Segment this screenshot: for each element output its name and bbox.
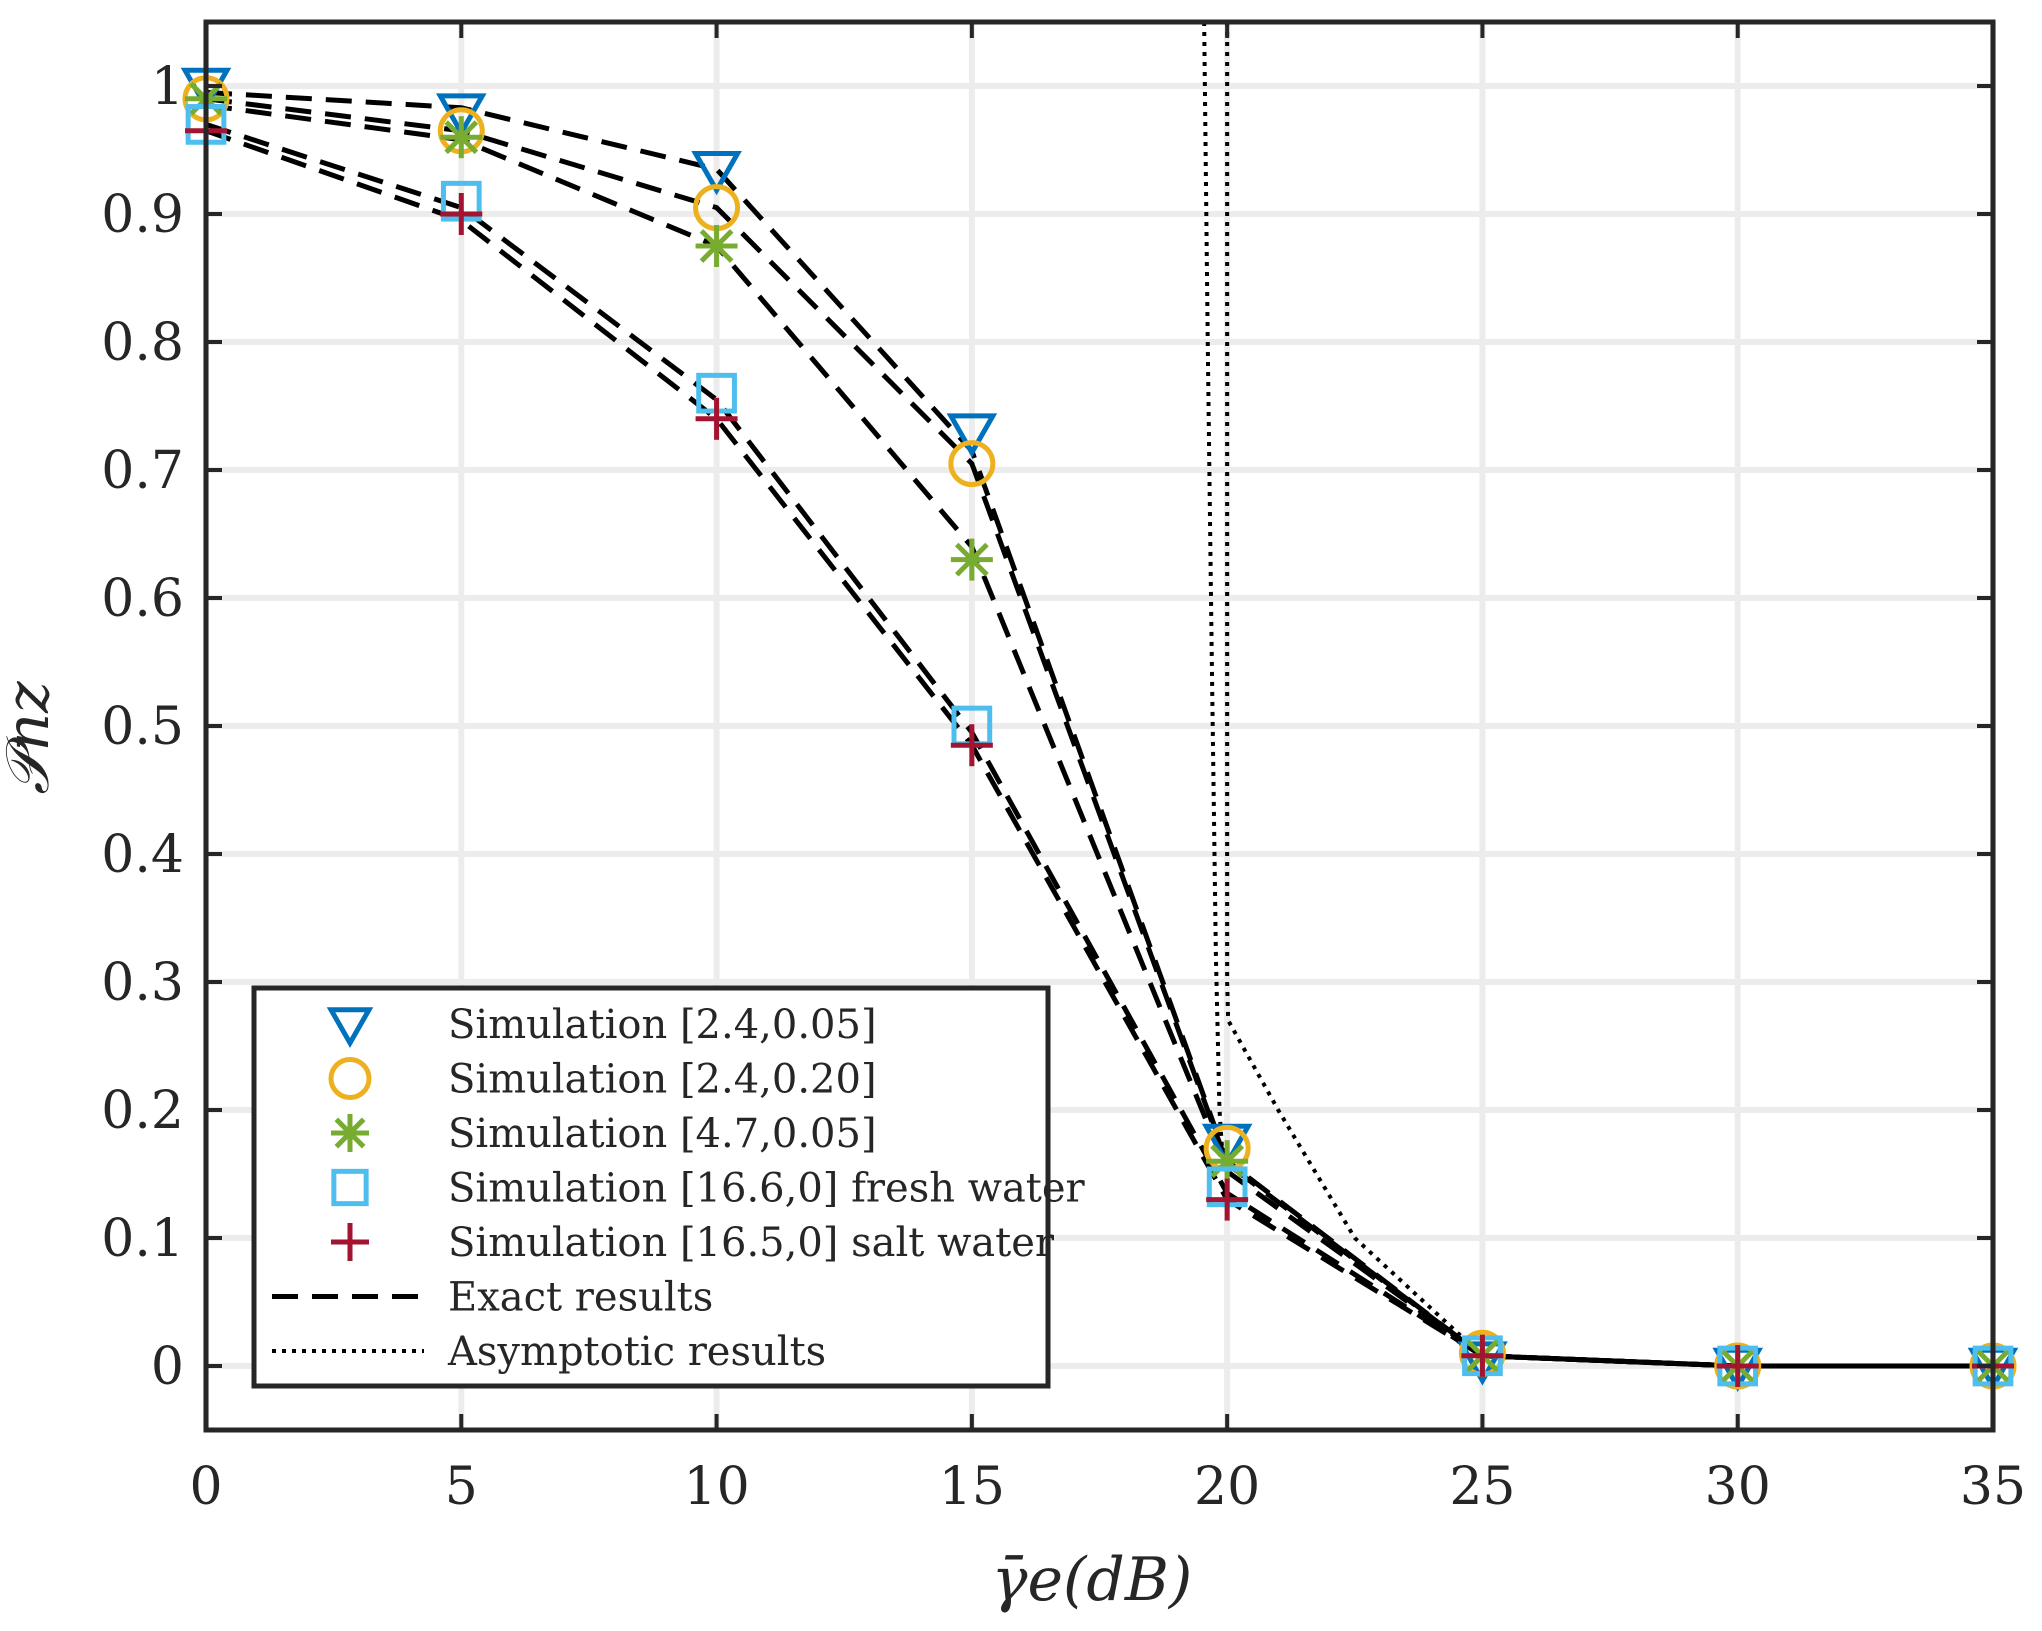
legend-marker-circle xyxy=(328,1057,372,1100)
data-point-plus xyxy=(695,397,738,440)
legend-item: Simulation [2.4,0.05] xyxy=(326,1002,877,1049)
y-tick-label: 1 xyxy=(151,57,184,117)
legend-box xyxy=(251,985,1051,1389)
y-tick-label: 0.3 xyxy=(101,953,184,1013)
marker-triangle xyxy=(326,1007,374,1049)
marker-asterisk-d2 xyxy=(954,542,989,577)
legend-marker-square xyxy=(331,1168,369,1207)
data-point-plus xyxy=(950,724,993,767)
marker-circle xyxy=(948,440,996,488)
legend-item: Asymptotic results xyxy=(272,1329,826,1375)
y-tick-label: 0.5 xyxy=(101,697,184,757)
legend-item: Simulation [2.4,0.20] xyxy=(328,1057,877,1103)
legend-label: Simulation [16.5,0] salt water xyxy=(448,1220,1055,1266)
marker-asterisk-d2 xyxy=(334,1117,366,1149)
data-point-plus xyxy=(1461,1334,1504,1377)
legend-item: Simulation [4.7,0.05] xyxy=(331,1111,877,1157)
data-point-asterisk xyxy=(1206,1140,1249,1183)
y-tick-label: 0.7 xyxy=(101,441,184,501)
legend-label: Simulation [16.6,0] fresh water xyxy=(448,1166,1086,1212)
data-point-plus xyxy=(440,193,483,235)
legend: Simulation [2.4,0.05] Simulation [2.4,0.2… xyxy=(251,985,1086,1389)
x-tick-label: 10 xyxy=(683,1457,749,1517)
legend-label: Exact results xyxy=(448,1275,713,1321)
axes-frame-layer xyxy=(203,19,1996,1433)
simulation-markers-layer xyxy=(180,67,2019,1393)
y-tick-label: 0.2 xyxy=(101,1081,184,1141)
x-tick-label: 35 xyxy=(1960,1457,2026,1517)
tick-labels-layer: 0 5 10 15 20 25 30 35 0 0.1 0.2 0.3 0.4 0.5 0.6 0.7 0.8 0… xyxy=(101,57,2026,1517)
marker-asterisk-d2 xyxy=(699,229,734,263)
data-point-plus xyxy=(1206,1178,1249,1221)
data-point-asterisk xyxy=(440,116,483,159)
legend-item: Simulation [16.6,0] fresh water xyxy=(331,1166,1086,1212)
data-point-triangle-down xyxy=(946,413,998,458)
exact-results-line xyxy=(205,89,1993,1369)
x-tick-label: 15 xyxy=(939,1457,1005,1517)
y-tick-label: 0.8 xyxy=(101,313,184,373)
x-axis-label: γ̄e(dB) xyxy=(992,1545,1193,1615)
x-tick-label: 20 xyxy=(1194,1457,1260,1517)
legend-label: Simulation [2.4,0.20] xyxy=(448,1057,877,1103)
asymptotic-results-layer xyxy=(1202,21,1484,1358)
marker-asterisk-d2 xyxy=(444,120,479,155)
x-tick-label: 25 xyxy=(1449,1457,1515,1517)
y-tick-label: 0.9 xyxy=(101,185,184,245)
legend-item: Simulation [16.5,0] salt water xyxy=(331,1220,1055,1266)
asymptotic-results-line xyxy=(1225,22,1484,1358)
data-point-circle xyxy=(948,440,996,488)
marker-square xyxy=(331,1168,369,1207)
data-point-asterisk xyxy=(695,225,738,267)
x-tick-label: 0 xyxy=(189,1457,222,1517)
legend-label: Asymptotic results xyxy=(447,1329,826,1375)
data-point-asterisk xyxy=(950,538,993,581)
legend-label: Simulation [2.4,0.05] xyxy=(448,1002,877,1048)
marker-circle xyxy=(328,1057,372,1100)
y-axis-label: 𝒫nz xyxy=(0,681,63,795)
y-tick-label: 0.4 xyxy=(101,825,184,885)
y-tick-label: 0 xyxy=(151,1337,184,1397)
y-tick-label: 0.6 xyxy=(101,569,184,629)
legend-marker-plus xyxy=(331,1223,369,1261)
x-tick-label: 30 xyxy=(1705,1457,1771,1517)
x-tick-label: 5 xyxy=(445,1457,478,1517)
legend-item: Exact results xyxy=(272,1275,713,1321)
legend-label: Simulation [4.7,0.05] xyxy=(448,1111,877,1157)
data-point-triangle-down xyxy=(691,150,742,196)
marker-triangle xyxy=(946,413,998,458)
y-tick-label: 0.1 xyxy=(101,1209,184,1269)
legend-marker-asterisk xyxy=(331,1114,369,1152)
legend-marker-triangle-down xyxy=(326,1007,374,1049)
data-point-plus xyxy=(1716,1345,1759,1387)
marker-triangle xyxy=(691,150,742,196)
